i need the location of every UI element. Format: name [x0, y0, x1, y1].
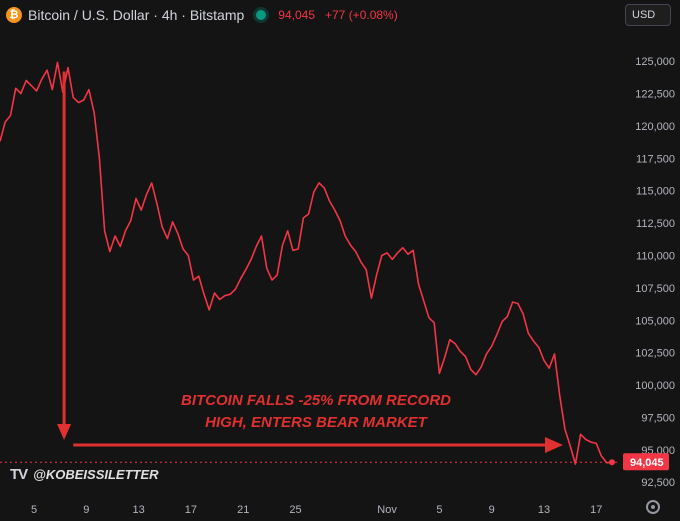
series-line: [0, 61, 613, 465]
annotation-right-arrowhead: [545, 437, 563, 453]
settings-icon[interactable]: [646, 500, 660, 514]
watermark-handle: @KOBEISSILETTER: [33, 467, 159, 482]
price-axis: 125,000 122,500 120,000 117,500 115,000 112,5…: [635, 56, 675, 489]
currency-button[interactable]: USD: [625, 4, 671, 26]
y-tick-label: 117,500: [636, 153, 675, 165]
x-tick-label: 21: [237, 504, 249, 516]
y-tick-label: 115,000: [636, 186, 675, 198]
y-tick-label: 125,000: [635, 56, 675, 68]
x-tick-label: 5: [31, 504, 37, 516]
y-tick-label: 122,500: [635, 88, 675, 100]
x-tick-label: 9: [489, 504, 495, 516]
time-axis: 5 9 13 17 21 25 Nov 5 9 13 17: [31, 504, 602, 516]
x-tick-label: 17: [590, 504, 602, 516]
y-tick-label: 112,500: [636, 218, 675, 230]
symbol-header: ₿ Bitcoin / U.S. Dollar · 4h · Bitstamp …: [0, 0, 626, 30]
current-price: 94,045: [278, 8, 315, 22]
x-tick-label: 5: [436, 504, 442, 516]
market-open-icon: [256, 10, 267, 20]
x-tick-label: 13: [132, 504, 144, 516]
y-tick-label: 105,000: [635, 315, 675, 327]
y-tick-label: 107,500: [635, 283, 675, 295]
symbol-title[interactable]: Bitcoin / U.S. Dollar · 4h · Bitstamp: [28, 7, 245, 23]
x-tick-label: 25: [289, 504, 301, 516]
y-tick-label: 100,000: [635, 380, 675, 392]
bitcoin-icon: ₿: [6, 7, 22, 23]
y-tick-label: 102,500: [635, 348, 675, 360]
annotation-line-1: BITCOIN FALLS -25% FROM RECORD: [181, 392, 451, 409]
x-tick-label: 9: [83, 504, 89, 516]
last-price-dot: [609, 459, 615, 466]
x-tick-label: Nov: [377, 504, 397, 516]
watermark: TV @KOBEISSILETTER: [10, 466, 159, 483]
y-tick-label: 120,000: [635, 121, 675, 133]
last-price-badge: 94,045: [623, 453, 669, 471]
annotation-drop-arrowhead: [57, 424, 72, 440]
x-tick-label: 17: [185, 504, 197, 516]
annotation-layer: [57, 71, 563, 453]
tradingview-logo-icon: TV: [10, 466, 28, 483]
y-tick-label: 97,500: [641, 412, 675, 424]
y-tick-label: 92,500: [641, 477, 675, 489]
last-price-label: 94,045: [630, 457, 664, 469]
y-tick-label: 110,000: [636, 250, 675, 262]
annotation-line-2: HIGH, ENTERS BEAR MARKET: [205, 414, 429, 431]
x-tick-label: 13: [538, 504, 550, 516]
price-change: +77 (+0.08%): [325, 8, 398, 22]
